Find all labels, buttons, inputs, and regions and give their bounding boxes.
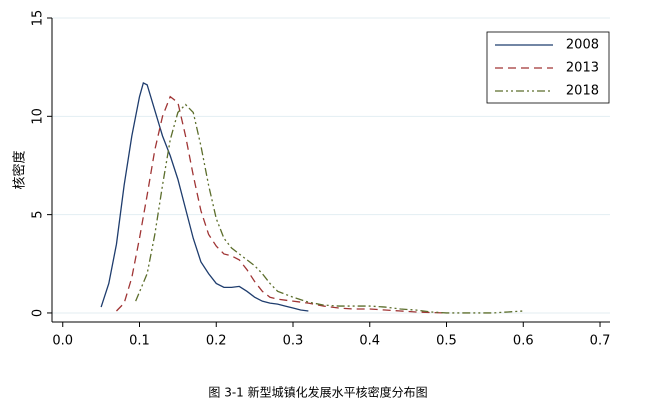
series-line [135,103,524,314]
series-line [100,81,309,312]
y-axis-label: 核密度 [12,150,28,189]
x-tick-label: 0.4 [359,334,380,349]
legend-label: 2013 [566,61,599,76]
x-tick-label: 0.1 [129,334,150,349]
legend-label: 2008 [566,38,599,53]
y-tick-label: 5 [31,210,46,218]
y-tick-label: 0 [31,309,46,317]
x-tick-label: 0.7 [590,334,611,349]
legend-label: 2018 [566,84,599,99]
x-tick-label: 0.5 [436,334,457,349]
x-tick-label: 0.3 [283,334,304,349]
series-line [116,95,447,314]
y-tick-label: 10 [31,108,46,125]
x-tick-label: 0.2 [206,334,227,349]
caption: 图 3-1 新型城镇化发展水平核密度分布图 [208,385,427,400]
x-tick-label: 0.0 [52,334,73,349]
x-tick-label: 0.6 [513,334,534,349]
y-tick-label: 15 [31,10,46,27]
